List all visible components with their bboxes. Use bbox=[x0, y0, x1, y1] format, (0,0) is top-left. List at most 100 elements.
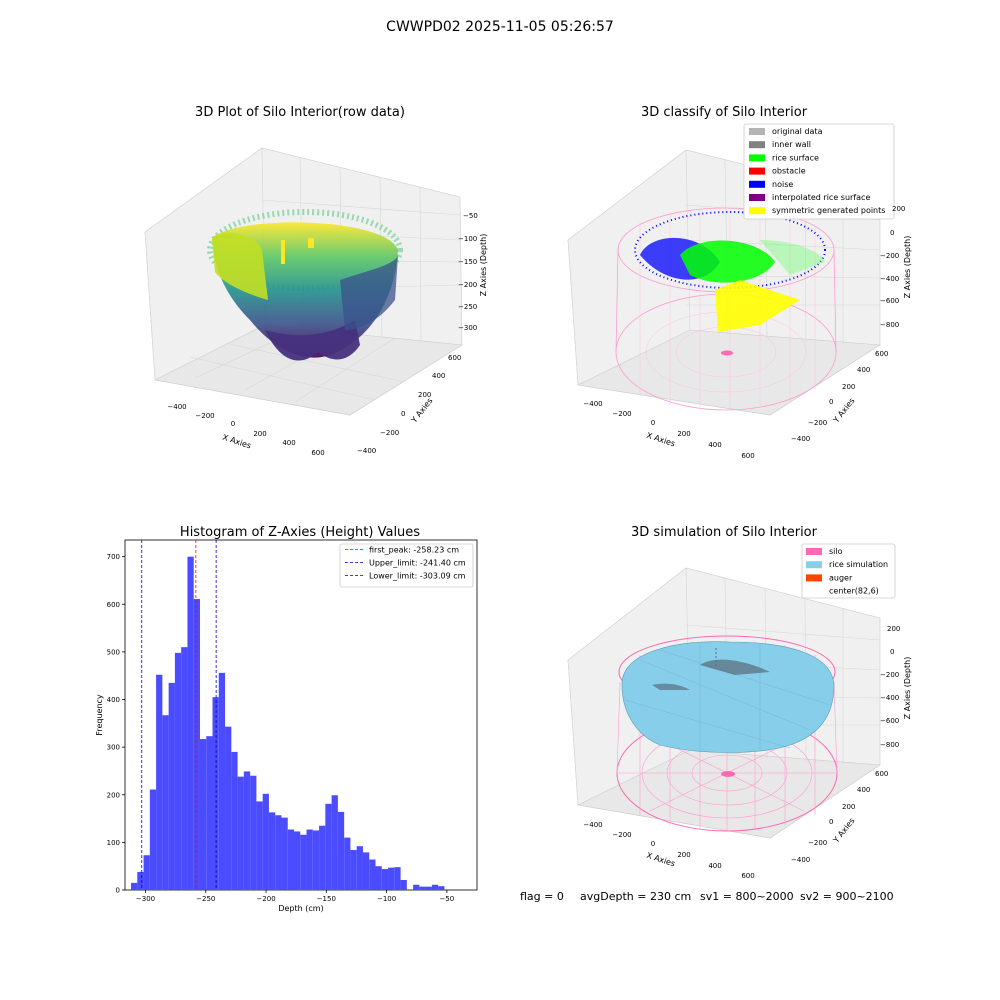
simulation-3d-ytick: 0 bbox=[829, 818, 833, 826]
histogram-bar bbox=[268, 812, 276, 890]
simulation-3d-legend: silo rice simulation auger center(82,6) bbox=[801, 543, 896, 599]
histogram-bar bbox=[350, 850, 357, 890]
legend-swatch bbox=[806, 561, 822, 569]
legend-label: silo bbox=[829, 547, 843, 556]
classify-3d-y-ticks: −400 −200 0 200 400 600 bbox=[791, 350, 888, 443]
raw-3d-title: 3D Plot of Silo Interior(row data) bbox=[195, 105, 405, 120]
histogram-bar bbox=[419, 886, 426, 890]
histogram-bar bbox=[218, 672, 226, 890]
footer-sv1: sv1 = 800~2000 bbox=[700, 890, 794, 903]
classify-symmetric-points bbox=[715, 280, 800, 332]
legend-label: center(82,6) bbox=[829, 587, 879, 596]
classify-3d-pane-floor bbox=[577, 329, 881, 416]
raw-3d-xtick: 0 bbox=[231, 420, 235, 428]
histogram-xtick-label: −50 bbox=[439, 895, 454, 903]
raw-3d-yellow-post-2 bbox=[308, 238, 314, 248]
raw-3d-xtick: 200 bbox=[253, 430, 266, 438]
simulation-3d-xtick: 400 bbox=[708, 862, 721, 870]
histogram-bar bbox=[300, 834, 307, 890]
raw-3d-ytick: 0 bbox=[401, 410, 405, 418]
simulation-3d-ytick: −400 bbox=[791, 856, 810, 864]
raw-3d-ztick: −50 bbox=[463, 212, 478, 220]
legend-label: interpolated rice surface bbox=[772, 193, 870, 202]
histogram-bar bbox=[438, 886, 445, 890]
simulation-3d-ztick: −200 bbox=[880, 671, 899, 679]
histogram-bar bbox=[256, 801, 263, 890]
histogram-bar bbox=[193, 599, 200, 890]
histogram-bar bbox=[394, 867, 401, 890]
histogram-bar bbox=[388, 867, 395, 890]
raw-3d-xtick: 400 bbox=[282, 439, 295, 447]
histogram-xtick-label: −250 bbox=[196, 895, 215, 903]
histogram-bar bbox=[231, 751, 238, 890]
histogram-bar bbox=[199, 739, 207, 890]
histogram-x-ticks: −300 −250 −200 −150 −100 −50 bbox=[136, 890, 454, 903]
simulation-3d-zlabel: Z Axies (Depth) bbox=[903, 657, 912, 720]
legend-label: rice surface bbox=[772, 153, 819, 162]
simulation-3d-y-ticks: −400 −200 0 200 400 600 bbox=[791, 770, 888, 864]
classify-3d-ylabel: Y Axies bbox=[831, 396, 857, 425]
raw-3d-right-wall bbox=[340, 255, 398, 330]
raw-3d-zlabel: Z Axies (Depth) bbox=[479, 234, 488, 297]
histogram-bar bbox=[431, 884, 439, 890]
raw-3d-ztick: −200 bbox=[458, 281, 477, 289]
simulation-rice-dimple bbox=[700, 659, 770, 675]
classify-3d-xtick: 400 bbox=[708, 441, 721, 449]
raw-3d-point-cloud bbox=[207, 209, 403, 361]
classify-3d-points bbox=[615, 207, 837, 411]
raw-3d-bottom bbox=[265, 320, 360, 361]
classify-silo-left-edge bbox=[615, 249, 619, 353]
histogram-bar bbox=[250, 775, 257, 890]
simulation-3d-ytick: −200 bbox=[808, 839, 827, 847]
histogram-bar bbox=[212, 697, 219, 890]
raw-3d-xlabel: X Axies bbox=[221, 433, 252, 451]
panel-raw-3d: 3D Plot of Silo Interior(row data) bbox=[144, 105, 488, 457]
raw-3d-yellow-post bbox=[281, 240, 285, 264]
histogram-bar bbox=[413, 884, 420, 890]
histogram-bars bbox=[131, 556, 445, 890]
simulation-3d-ztick: 200 bbox=[887, 625, 900, 633]
legend-label: symmetric generated points bbox=[772, 206, 885, 215]
histogram-y-ticks: 0 100 200 300 400 500 600 700 bbox=[107, 553, 125, 895]
raw-3d-z-ticks: −50 −100 −150 −200 −250 −300 bbox=[458, 212, 478, 332]
histogram-xtick-label: −200 bbox=[256, 895, 275, 903]
legend-swatch bbox=[806, 574, 822, 582]
histogram-ylabel: Frequency bbox=[95, 694, 104, 736]
simulation-3d-xtick: −400 bbox=[583, 821, 602, 829]
simulation-3d-ylabel: Y Axies bbox=[831, 816, 857, 845]
classify-3d-xtick: 0 bbox=[651, 419, 655, 427]
histogram-bar bbox=[306, 829, 313, 890]
classify-3d-ztick: −200 bbox=[880, 252, 899, 260]
classify-rice-surface bbox=[680, 240, 775, 283]
classify-3d-ytick: 200 bbox=[842, 383, 855, 391]
histogram-ytick-label: 100 bbox=[107, 839, 120, 847]
raw-3d-xtick: −400 bbox=[167, 403, 186, 411]
legend-label: inner wall bbox=[772, 140, 811, 149]
footer-flag: flag = 0 bbox=[520, 890, 564, 903]
classify-rice-green-sheet bbox=[760, 240, 825, 275]
simulation-3d-xtick: 0 bbox=[651, 840, 655, 848]
classify-3d-ytick: 400 bbox=[857, 366, 870, 374]
simulation-3d-ztick: −800 bbox=[880, 741, 899, 749]
simulation-3d-ztick: −400 bbox=[880, 694, 899, 702]
raw-3d-ytick: 400 bbox=[432, 372, 445, 380]
legend-swatch bbox=[749, 180, 765, 188]
histogram-ytick-label: 200 bbox=[107, 791, 120, 799]
raw-3d-x-ticks: −400 −200 0 200 400 600 bbox=[167, 403, 324, 457]
simulation-3d-scene bbox=[616, 635, 838, 832]
panel-simulation-3d: 3D simulation of Silo Interior bbox=[567, 525, 912, 880]
raw-3d-y-ticks: −400 −200 0 200 400 600 bbox=[357, 354, 461, 455]
histogram-legend-entries: first_peak: -258.23 cm Upper_limit: -241.… bbox=[345, 546, 466, 581]
panel-classify-3d: 3D classify of Silo Interior bbox=[567, 105, 912, 460]
histogram-bar bbox=[381, 869, 389, 890]
classify-3d-ztick: −600 bbox=[880, 297, 899, 305]
legend-swatch bbox=[749, 141, 765, 149]
raw-3d-ytick: 600 bbox=[448, 354, 461, 362]
classify-3d-ztick: −400 bbox=[880, 275, 899, 283]
histogram-ytick-label: 400 bbox=[107, 696, 120, 704]
histogram-ytick-label: 500 bbox=[107, 648, 120, 656]
histogram-bar bbox=[181, 647, 188, 890]
legend-swatch bbox=[749, 128, 765, 135]
histogram-bar bbox=[344, 837, 351, 890]
